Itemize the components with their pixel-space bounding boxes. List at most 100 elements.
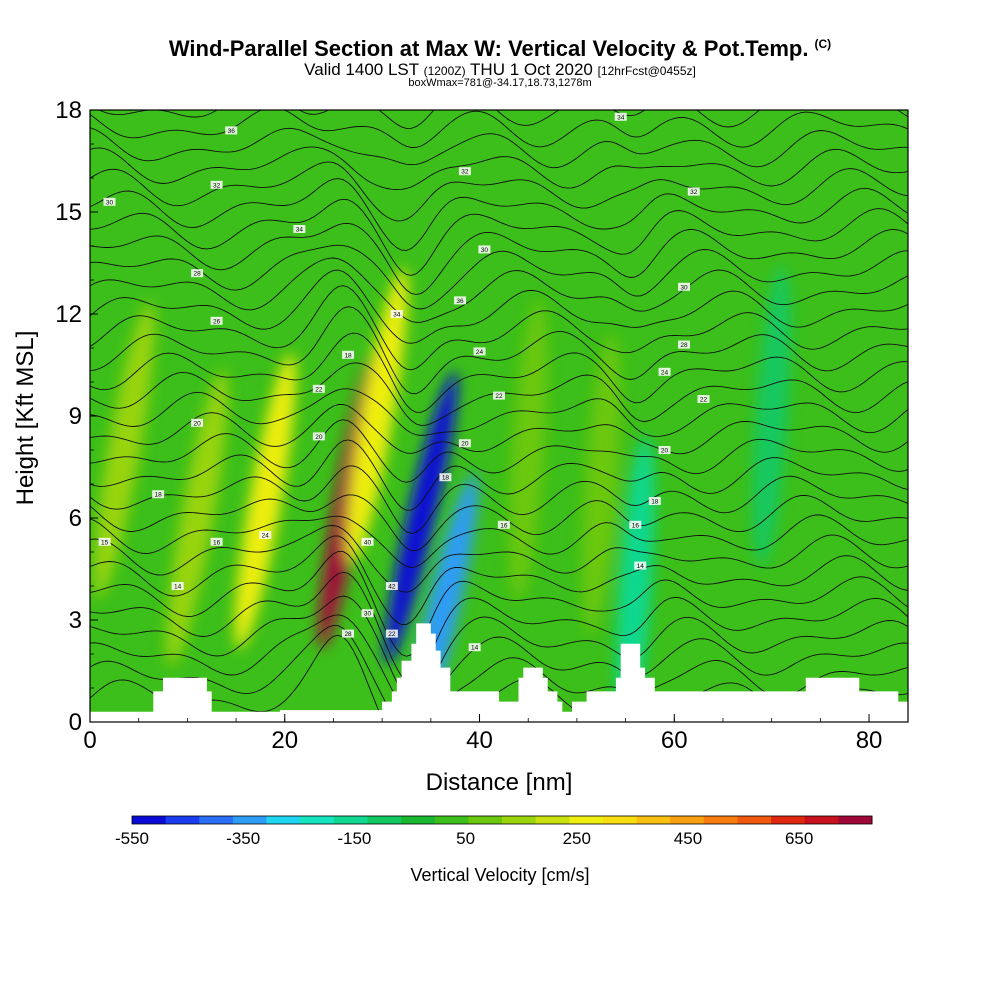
theta-label-text: 32 <box>690 189 698 196</box>
isentrope-20 <box>90 257 908 323</box>
theta-label-text: 22 <box>495 393 503 400</box>
colorbar-tick-label: -550 <box>115 829 149 848</box>
isentrope-14 <box>90 388 908 437</box>
isentrope-9 <box>90 494 908 552</box>
x-tick-label: 60 <box>661 727 688 754</box>
isentrope-11 <box>90 439 908 511</box>
colorbar-segment-0 <box>132 816 167 824</box>
theta-label-17: 28 <box>342 629 355 638</box>
theta-label-text: 32 <box>461 169 469 176</box>
theta-label-bg <box>225 126 238 135</box>
theta-label-bg <box>478 245 491 254</box>
theta-label-text: 34 <box>296 227 304 234</box>
isentrope-10 <box>90 465 908 534</box>
isentrope-29 <box>98 110 908 129</box>
theta-label-bg <box>385 582 398 590</box>
theta-label-text: 22 <box>315 386 323 393</box>
isentrope-7 <box>90 525 908 593</box>
theta-label-bg <box>191 269 204 278</box>
chart-subtitle: Valid 1400 LST (1200Z) THU 1 Oct 2020 [1… <box>0 60 1000 80</box>
isentrope-25 <box>90 161 908 222</box>
theta-label-8: 30 <box>103 197 116 206</box>
theta-label-text: 36 <box>228 128 236 135</box>
colorbar-segment-21 <box>838 816 873 824</box>
theta-label-15: 40 <box>361 537 374 546</box>
theta-label-bg <box>259 531 272 539</box>
theta-label-7: 28 <box>191 269 204 278</box>
theta-label-31: 32 <box>687 187 700 196</box>
theta-label-text: 28 <box>194 271 202 278</box>
theta-label-bg <box>658 446 671 454</box>
theta-label-bg <box>439 473 452 482</box>
valid-date: THU 1 Oct 2020 <box>470 60 593 79</box>
theta-label-bg <box>191 418 204 427</box>
theta-label-1: 16 <box>210 537 223 546</box>
theta-label-29: 30 <box>478 245 491 254</box>
theta-label-bg <box>697 395 710 403</box>
isentrope-21 <box>90 244 908 310</box>
theta-label-bg <box>312 432 325 441</box>
theta-label-text: 32 <box>213 182 221 189</box>
velocity-feature-7 <box>166 370 228 666</box>
isentrope-2 <box>90 614 908 717</box>
theta-label-text: 30 <box>106 199 114 206</box>
colorbar: -550 -350 -150 50 250 450 650 <box>115 815 873 848</box>
theta-label-16: 30 <box>361 609 374 618</box>
colorbar-tick-label: 50 <box>456 829 475 848</box>
isentrope-19 <box>90 269 908 344</box>
colorbar-segment-20 <box>804 816 839 824</box>
theta-label-bg <box>342 629 355 638</box>
theta-label-text: 20 <box>315 434 323 441</box>
theta-label-3: 18 <box>152 490 165 499</box>
theta-label-text: 34 <box>393 312 401 319</box>
isentrope-12 <box>90 419 908 483</box>
colorbar-label: Vertical Velocity [cm/s] <box>410 865 589 885</box>
y-axis-label: Height [Kft MSL] <box>12 331 39 506</box>
colorbar-segment-12 <box>535 816 570 824</box>
isentrope-13 <box>90 404 908 455</box>
theta-label-bg <box>152 490 165 499</box>
theta-label-bg <box>634 561 647 570</box>
theta-label-25: 18 <box>439 473 452 482</box>
theta-label-text: 26 <box>213 318 221 325</box>
theta-label-text: 16 <box>632 522 640 529</box>
valid-time: Valid 1400 LST <box>304 60 419 79</box>
theta-labels: 15 16 14 18 20 24 26 28 30 32 34 36 22 20 18 40 30 28 42 22… <box>98 112 710 652</box>
colorbar-segment-7 <box>367 816 402 824</box>
theta-label-text: 14 <box>637 563 645 570</box>
theta-label-32: 30 <box>678 282 691 291</box>
colorbar-tick-label: 650 <box>785 829 813 848</box>
theta-label-12: 22 <box>312 384 325 393</box>
theta-label-bg <box>468 643 481 652</box>
theta-label-text: 40 <box>364 539 372 546</box>
theta-label-bg <box>98 537 111 546</box>
theta-label-text: 18 <box>651 499 659 506</box>
theta-label-2: 14 <box>171 582 184 591</box>
colorbar-segment-4 <box>266 816 301 824</box>
colorbar-segment-11 <box>502 816 537 824</box>
theta-label-text: 34 <box>617 114 625 121</box>
isentrope-22 <box>90 222 908 296</box>
theta-label-30: 34 <box>614 112 627 121</box>
x-axis: 0 20 40 60 80 <box>83 714 882 754</box>
theta-label-text: 30 <box>481 247 489 254</box>
colorbar-segment-15 <box>636 816 671 824</box>
theta-label-6: 26 <box>210 316 223 325</box>
y-tick-label: 18 <box>55 97 82 124</box>
velocity-feature-1 <box>234 353 296 649</box>
y-tick-label: 0 <box>69 709 82 736</box>
theta-label-bg <box>458 439 471 448</box>
theta-label-24: 20 <box>458 439 471 448</box>
theta-label-text: 36 <box>456 298 464 305</box>
colorbar-segment-6 <box>333 816 368 824</box>
theta-label-text: 22 <box>700 397 708 404</box>
theta-label-10: 34 <box>293 225 306 234</box>
vertical-velocity-field <box>90 110 908 722</box>
theta-label-bg <box>385 629 398 638</box>
theta-label-text: 22 <box>388 631 396 638</box>
copyright-mark: (C) <box>814 36 832 51</box>
theta-label-text: 30 <box>680 284 688 291</box>
y-tick-label: 3 <box>69 607 82 634</box>
theta-label-bg <box>210 316 223 325</box>
theta-label-33: 28 <box>678 340 691 349</box>
